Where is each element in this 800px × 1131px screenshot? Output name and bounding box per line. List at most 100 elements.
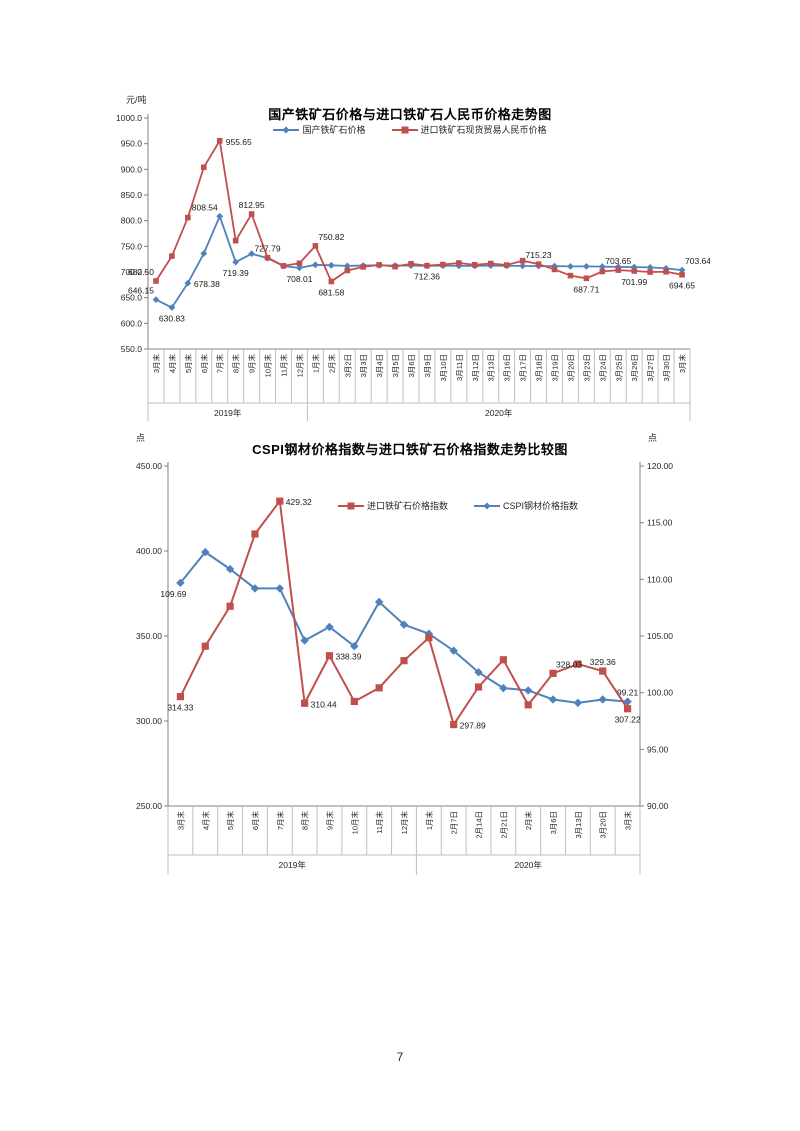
data-point-diamond: [548, 695, 558, 704]
data-point-square: [549, 669, 557, 677]
data-label: 715.23: [526, 250, 552, 260]
category-label: 3月24日: [598, 354, 607, 382]
data-label: 719.39: [223, 268, 249, 278]
data-point-square: [456, 260, 462, 266]
data-label: 750.82: [318, 232, 344, 242]
legend-marker-diamond: [474, 501, 500, 511]
category-label: 3月23日: [582, 354, 591, 382]
data-label: 701.99: [621, 277, 647, 287]
data-point-diamond: [598, 695, 607, 704]
legend-marker-glyph: [391, 126, 418, 133]
data-point-diamond: [573, 698, 583, 708]
data-point-square: [360, 264, 367, 270]
data-point-square: [615, 267, 622, 273]
category-label: 3月末: [677, 354, 687, 374]
data-label: 307.22: [615, 715, 641, 725]
data-label: 703.64: [685, 256, 710, 266]
data-point-square: [325, 652, 334, 660]
data-point-diamond: [300, 636, 309, 645]
data-label: 99.21: [617, 688, 639, 698]
data-point-square: [623, 705, 632, 713]
data-point-square: [408, 260, 414, 267]
data-point-diamond: [200, 250, 208, 257]
data-point-square: [631, 268, 638, 274]
legend-marker-square: [391, 125, 418, 135]
category-label: 3月18日: [535, 354, 544, 382]
category-label: 3月末: [623, 811, 633, 831]
data-point-diamond: [248, 250, 256, 258]
data-point-square: [647, 269, 653, 275]
chart-iron-ore-price-trend: 元/吨 国产铁矿石价格与进口铁矿石人民币价格走势图 国产铁矿石价格 进口铁矿石现…: [110, 85, 710, 435]
data-point-square: [201, 642, 209, 650]
category-label: 9月末: [324, 811, 334, 831]
y-axis-tick-label: 250.00: [136, 801, 162, 811]
data-point-square: [226, 602, 234, 610]
category-label: 3月11日: [455, 354, 464, 381]
category-label: 5月末: [183, 354, 193, 374]
y-axis-unit-label: 元/吨: [126, 95, 147, 105]
data-point-diamond: [232, 258, 240, 266]
category-label: 3月12日: [471, 354, 480, 382]
category-label: 11月末: [279, 354, 289, 377]
data-point-square: [450, 720, 458, 729]
category-label: 3月16日: [503, 354, 512, 382]
page-number: 7: [396, 1050, 404, 1064]
data-point-square: [301, 699, 309, 707]
legend-diamond: [282, 126, 290, 133]
legend-marker-glyph: [474, 502, 500, 509]
line-chart-plot: 1000.0 950.0 900.0 850.0 800.0 750.0 700.0 650.…: [116, 113, 710, 421]
category-label: 11月末: [374, 811, 384, 834]
data-point-square: [567, 272, 574, 279]
category-label: 2月末: [523, 811, 533, 831]
category-label: 1月末: [424, 811, 434, 831]
category-label: 3月6日: [407, 354, 416, 377]
data-point-diamond: [275, 584, 284, 593]
data-point-square: [487, 260, 494, 267]
data-label: 678.38: [194, 279, 220, 289]
data-point-square: [153, 278, 159, 284]
data-point-diamond: [499, 683, 508, 693]
y-axis-tick-label: 400.00: [136, 546, 162, 556]
category-label: 3月10日: [439, 354, 448, 382]
data-point-square: [232, 237, 239, 244]
category-label: 3月26日: [630, 354, 639, 382]
data-point-square: [185, 214, 191, 221]
data-label: 727.79: [255, 244, 281, 254]
y-axis-tick-label: 950.0: [121, 139, 143, 149]
category-label: 3月5日: [391, 354, 400, 377]
data-label: 694.65: [669, 281, 695, 291]
data-point-diamond: [327, 261, 335, 269]
category-label: 6月末: [199, 354, 209, 374]
data-label: 682.50: [128, 267, 154, 277]
data-point-square: [471, 262, 478, 268]
y-axis-tick-label: 800.0: [121, 216, 143, 226]
data-point-diamond: [551, 262, 558, 270]
data-point-diamond: [582, 262, 590, 270]
category-label: 3月20日: [566, 354, 575, 382]
data-point-diamond: [374, 597, 384, 607]
data-point-diamond: [646, 263, 654, 271]
y-axis-right-tick-label: 120.00: [647, 461, 673, 471]
legend-label: 进口铁矿石现货贸易人民币价格: [420, 125, 547, 135]
category-label: 3月2日: [343, 354, 352, 377]
y-axis-tick-label: 600.0: [121, 318, 143, 328]
y-axis-right-tick-label: 100.00: [647, 688, 673, 698]
data-label: 708.01: [286, 274, 312, 284]
data-point-diamond: [152, 296, 160, 304]
series-line: [155, 215, 683, 309]
data-point-square: [392, 263, 398, 270]
y-axis-tick-label: 300.00: [136, 716, 162, 726]
data-label: 703.65: [605, 256, 631, 266]
y-axis-tick-label: 450.00: [136, 461, 162, 471]
y-axis-right-tick-label: 115.00: [647, 518, 673, 528]
y-axis-tick-label: 350.00: [136, 631, 162, 641]
category-label: 3月30日: [662, 354, 671, 382]
data-point-square: [280, 263, 287, 269]
category-label: 5月末: [225, 811, 235, 831]
data-point-square: [251, 530, 259, 538]
data-label: 681.58: [318, 287, 344, 297]
data-point-square: [503, 262, 510, 268]
category-label: 4月末: [200, 811, 210, 831]
data-point-square: [264, 254, 271, 261]
category-label: 6月末: [250, 811, 260, 831]
